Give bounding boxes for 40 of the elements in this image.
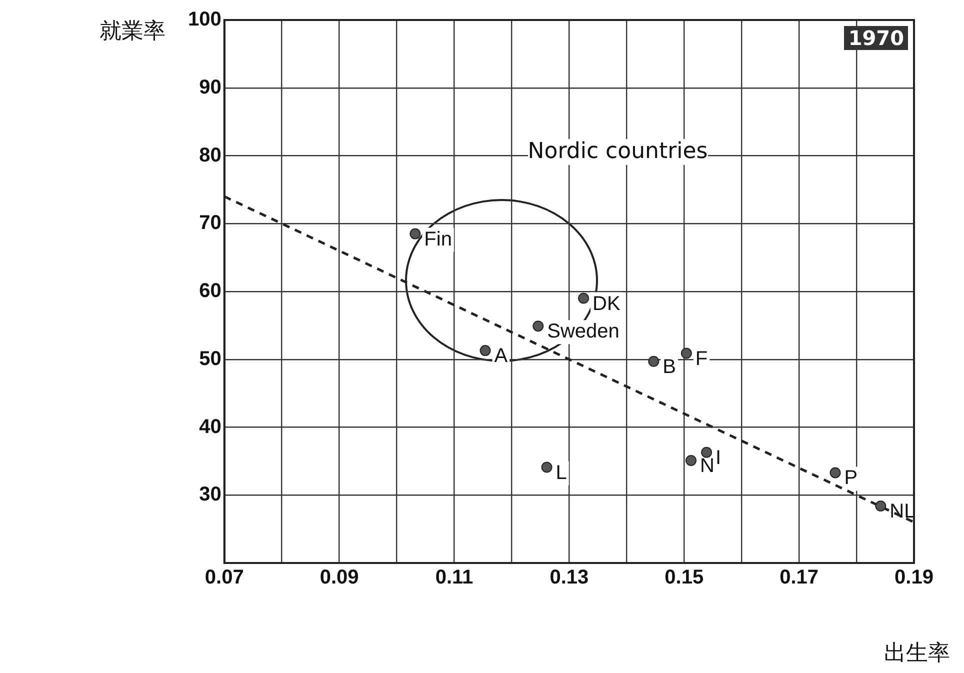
point xyxy=(578,292,590,304)
series-label: A xyxy=(494,345,508,368)
x-tick-label: 0.07 xyxy=(204,566,244,589)
x-tick-label: 0.11 xyxy=(435,566,474,589)
series-label: B xyxy=(662,356,676,378)
point xyxy=(875,500,886,512)
x-tick-label: 0.15 xyxy=(664,566,704,589)
point xyxy=(480,345,491,356)
x-tick-label: 0.13 xyxy=(550,566,589,589)
y-axis-title: 就業率 xyxy=(99,18,166,46)
y-tick-label: 60 xyxy=(199,280,222,302)
series-label: P xyxy=(844,467,858,490)
point xyxy=(541,462,552,473)
x-axis-title: 出生率 xyxy=(884,640,950,668)
annotation: 1970 xyxy=(844,26,908,50)
x-tick-label: 0.17 xyxy=(780,566,819,589)
series-label: DK xyxy=(592,292,621,315)
point xyxy=(701,446,712,458)
y-tick-label: 80 xyxy=(199,144,222,166)
series-label: F xyxy=(695,348,708,370)
y-tick-label: 40 xyxy=(199,416,222,438)
y-tick-label: 90 xyxy=(199,76,222,98)
series-label: N xyxy=(700,455,714,478)
point xyxy=(648,356,660,367)
y-tick-label: 50 xyxy=(199,348,222,370)
series-label: L xyxy=(556,462,567,484)
series-label: I xyxy=(716,446,722,469)
series-label: Sweden xyxy=(547,320,620,343)
point xyxy=(532,320,544,332)
y-tick-label: 100 xyxy=(188,8,222,31)
point xyxy=(830,467,841,478)
series-label: Fin xyxy=(424,228,452,250)
annotation: Nordic countries xyxy=(528,139,708,166)
point xyxy=(680,348,692,359)
x-tick-label: 0.09 xyxy=(320,566,359,589)
y-tick-label: 70 xyxy=(199,212,222,234)
point xyxy=(410,228,421,240)
x-tick-label: 0.19 xyxy=(894,566,934,589)
point xyxy=(686,455,697,466)
y-tick-label: 30 xyxy=(199,484,222,506)
